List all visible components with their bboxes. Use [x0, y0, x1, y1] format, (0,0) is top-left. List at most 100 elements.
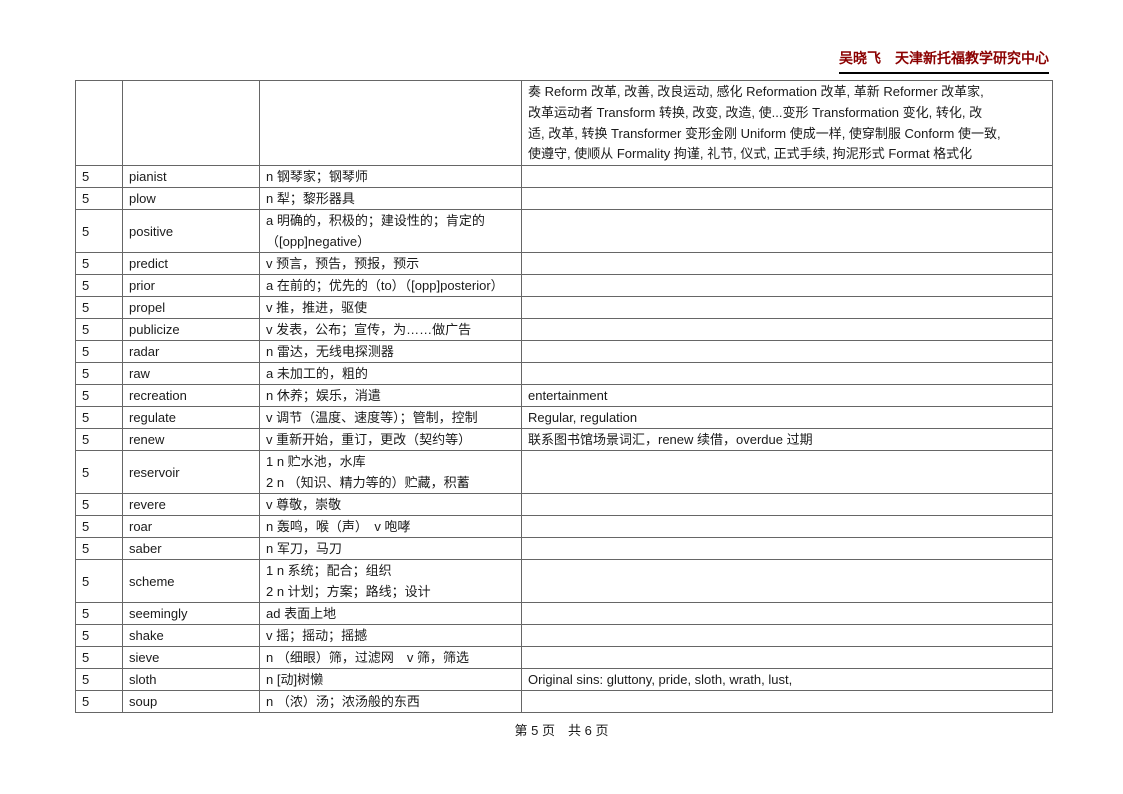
cell-note: Regular, regulation	[521, 406, 1053, 430]
cell-definition: n [动]树懒	[259, 668, 522, 692]
table-row: 5 sloth n [动]树懒 Original sins: gluttony, pr…	[75, 668, 1053, 692]
cell-definition: ad 表面上地	[259, 602, 522, 626]
table-row: 5 revere v 尊敬，崇敬	[75, 493, 1053, 517]
cell-definition: n （细眼）筛，过滤网 v 筛，筛选	[259, 646, 522, 670]
table-row: 5 publicize v 发表，公布；宣传，为……做广告	[75, 318, 1053, 342]
cell-definition	[259, 79, 522, 167]
cell-definition: v 预言，预告，预报，预示	[259, 252, 522, 276]
cell-note	[521, 450, 1053, 495]
vocab-table-body: 奏 Reform 改革, 改善, 改良运动, 感化 Reformation 改革…	[75, 79, 1053, 714]
table-row: 5 pianist n 钢琴家；钢琴师	[75, 165, 1053, 189]
table-row: 5 plow n 犁；黎形器具	[75, 187, 1053, 211]
table-row: 5 seemingly ad 表面上地	[75, 602, 1053, 626]
cell-word: sieve	[122, 646, 260, 670]
cell-num: 5	[75, 559, 123, 604]
table-row-continuation: 奏 Reform 改革, 改善, 改良运动, 感化 Reformation 改革…	[75, 79, 1053, 167]
cell-word: propel	[122, 296, 260, 320]
cell-num: 5	[75, 515, 123, 539]
cell-note	[521, 274, 1053, 298]
cell-note	[521, 690, 1053, 714]
cell-note	[521, 602, 1053, 626]
cell-num: 5	[75, 318, 123, 342]
cell-definition: v 尊敬，崇敬	[259, 493, 522, 517]
cell-word: plow	[122, 187, 260, 211]
cell-word: roar	[122, 515, 260, 539]
cell-word: saber	[122, 537, 260, 561]
cell-note	[521, 187, 1053, 211]
cell-definition: n 雷达，无线电探测器	[259, 340, 522, 364]
cell-word: scheme	[122, 559, 260, 604]
cell-word: shake	[122, 624, 260, 648]
table-row: 5 radar n 雷达，无线电探测器	[75, 340, 1053, 364]
cell-word: pianist	[122, 165, 260, 189]
cell-note	[521, 559, 1053, 604]
table-row: 5 propel v 推，推进，驱使	[75, 296, 1053, 320]
cell-word: positive	[122, 209, 260, 254]
cell-note: 奏 Reform 改革, 改善, 改良运动, 感化 Reformation 改革…	[521, 79, 1053, 167]
cell-note	[521, 362, 1053, 386]
cell-num: 5	[75, 450, 123, 495]
table-row: 5 scheme 1 n 系统；配合；组织 2 n 计划；方案；路线；设计	[75, 559, 1053, 604]
cell-note	[521, 340, 1053, 364]
cell-word: radar	[122, 340, 260, 364]
cell-definition: v 发表，公布；宣传，为……做广告	[259, 318, 522, 342]
cell-num: 5	[75, 602, 123, 626]
cell-num: 5	[75, 428, 123, 452]
cell-definition: a 明确的，积极的；建设性的；肯定的 （[opp]negative）	[259, 209, 522, 254]
cell-note	[521, 624, 1053, 648]
cell-word: seemingly	[122, 602, 260, 626]
cell-definition: n 钢琴家；钢琴师	[259, 165, 522, 189]
cell-num: 5	[75, 274, 123, 298]
cell-note: 联系图书馆场景词汇，renew 续借，overdue 过期	[521, 428, 1053, 452]
table-row: 5 positive a 明确的，积极的；建设性的；肯定的 （[opp]negati…	[75, 209, 1053, 254]
cell-num: 5	[75, 165, 123, 189]
cell-definition: 1 n 系统；配合；组织 2 n 计划；方案；路线；设计	[259, 559, 522, 604]
cell-note: Original sins: gluttony, pride, sloth, w…	[521, 668, 1053, 692]
cell-definition: v 摇；摇动；摇撼	[259, 624, 522, 648]
cell-word: renew	[122, 428, 260, 452]
cell-word: regulate	[122, 406, 260, 430]
cell-definition: v 推，推进，驱使	[259, 296, 522, 320]
cell-definition: v 调节（温度、速度等）；管制，控制	[259, 406, 522, 430]
cell-word: publicize	[122, 318, 260, 342]
table-row: 5 prior a 在前的；优先的（to）（[opp]posterior）	[75, 274, 1053, 298]
cell-word: prior	[122, 274, 260, 298]
cell-num: 5	[75, 187, 123, 211]
cell-definition: n 犁；黎形器具	[259, 187, 522, 211]
cell-word: raw	[122, 362, 260, 386]
table-row: 5 roar n 轰鸣，喉（声） v 咆哮	[75, 515, 1053, 539]
cell-word: reservoir	[122, 450, 260, 495]
cell-definition: n 休养；娱乐，消遣	[259, 384, 522, 408]
table-row: 5 sieve n （细眼）筛，过滤网 v 筛，筛选	[75, 646, 1053, 670]
cell-definition: v 重新开始，重订，更改（契约等）	[259, 428, 522, 452]
cell-word: recreation	[122, 384, 260, 408]
cell-word: revere	[122, 493, 260, 517]
table-row: 5 soup n （浓）汤；浓汤般的东西	[75, 690, 1053, 714]
cell-note	[521, 537, 1053, 561]
cell-definition: n 轰鸣，喉（声） v 咆哮	[259, 515, 522, 539]
cell-num: 5	[75, 384, 123, 408]
cell-definition: n 军刀，马刀	[259, 537, 522, 561]
cell-word: predict	[122, 252, 260, 276]
table-row: 5 renew v 重新开始，重订，更改（契约等） 联系图书馆场景词汇，renew 续…	[75, 428, 1053, 452]
cell-num: 5	[75, 624, 123, 648]
cell-num: 5	[75, 690, 123, 714]
cell-num: 5	[75, 252, 123, 276]
table-row: 5 saber n 军刀，马刀	[75, 537, 1053, 561]
cell-num: 5	[75, 668, 123, 692]
cell-note	[521, 515, 1053, 539]
cell-num: 5	[75, 362, 123, 386]
cell-note	[521, 165, 1053, 189]
table-row: 5 regulate v 调节（温度、速度等）；管制，控制 Regular, regu…	[75, 406, 1053, 430]
cell-definition: a 未加工的，粗的	[259, 362, 522, 386]
table-row: 5 shake v 摇；摇动；摇撼	[75, 624, 1053, 648]
cell-note	[521, 646, 1053, 670]
page-footer: 第 5 页 共 6 页	[0, 720, 1123, 739]
cell-num: 5	[75, 340, 123, 364]
cell-num: 5	[75, 646, 123, 670]
cell-note	[521, 252, 1053, 276]
cell-num: 5	[75, 296, 123, 320]
table-row: 5 recreation n 休养；娱乐，消遣 entertainment	[75, 384, 1053, 408]
cell-definition: 1 n 贮水池，水库 2 n （知识、精力等的）贮藏，积蓄	[259, 450, 522, 495]
